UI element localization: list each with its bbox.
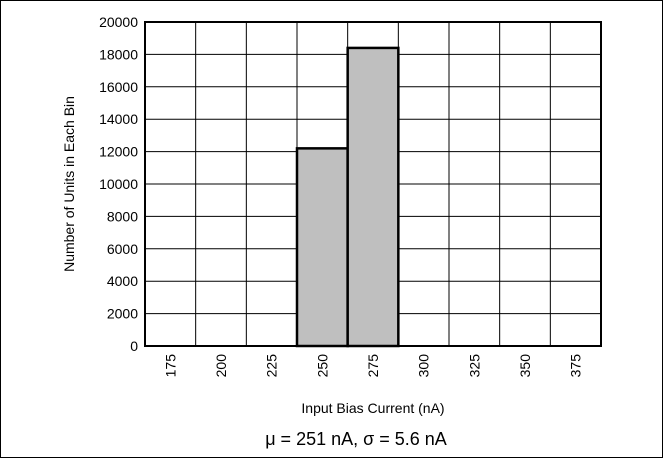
- x-tick-label: 200: [213, 354, 229, 378]
- y-axis-label: Number of Units in Each Bin: [61, 96, 77, 272]
- y-tick-label: 14000: [99, 111, 138, 127]
- x-tick-label: 250: [314, 354, 330, 378]
- plot-area-border: [144, 21, 602, 347]
- x-tick-label: 275: [365, 354, 381, 378]
- y-tick-label: 18000: [99, 46, 138, 62]
- histogram-bar-275: [346, 46, 400, 348]
- stats-annotation: μ = 251 nA, σ = 5.6 nA: [265, 429, 447, 449]
- y-tick-label: 8000: [107, 208, 138, 224]
- x-axis-label: Input Bias Current (nA): [301, 400, 444, 416]
- x-tick-label: 375: [568, 354, 584, 378]
- x-tick-label: 325: [466, 354, 482, 378]
- bars: [295, 46, 400, 348]
- x-tick-label: 300: [416, 354, 432, 378]
- y-tick-label: 6000: [107, 241, 138, 257]
- x-tick-label: 350: [517, 354, 533, 378]
- y-tick-label: 4000: [107, 273, 138, 289]
- y-tick-label: 10000: [99, 176, 138, 192]
- y-tick-labels: 0 2000 4000 6000 8000 10000 12000 14000 16000 180…: [99, 14, 138, 354]
- x-tick-labels: 175 200 225 250 275 300 325 350 375: [162, 354, 583, 378]
- y-tick-label: 0: [130, 338, 138, 354]
- y-tick-label: 20000: [99, 14, 138, 30]
- y-tick-label: 12000: [99, 144, 138, 160]
- x-tick-label: 225: [264, 354, 280, 378]
- y-tick-label: 16000: [99, 79, 138, 95]
- y-tick-label: 2000: [107, 306, 138, 322]
- histogram-bar-250: [295, 147, 349, 348]
- x-tick-label: 175: [162, 354, 178, 378]
